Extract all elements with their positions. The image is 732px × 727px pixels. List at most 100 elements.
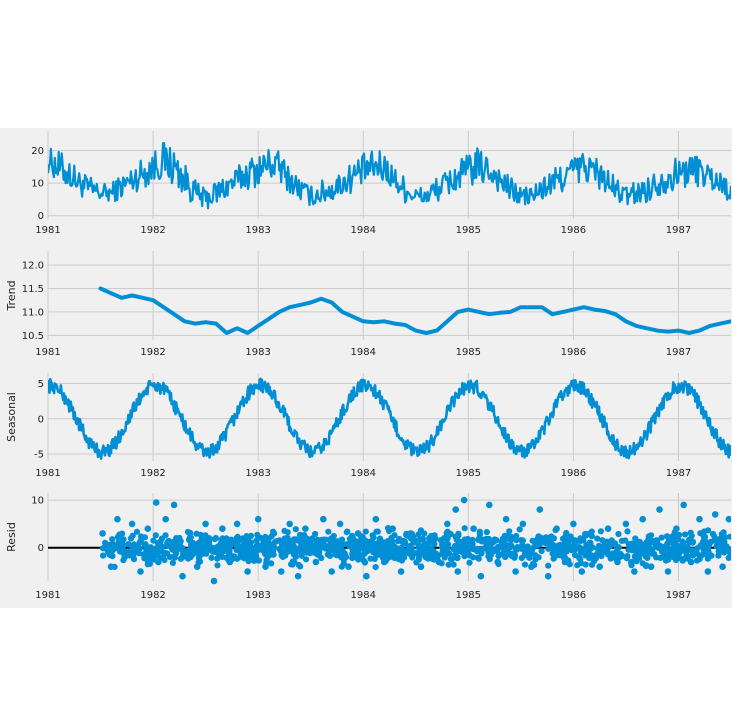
resid-point <box>312 530 319 538</box>
resid-point <box>243 533 250 540</box>
resid-point <box>407 535 414 542</box>
resid-point <box>407 530 414 537</box>
resid-point <box>336 520 344 528</box>
resid-point <box>397 568 405 575</box>
resid-point <box>402 548 409 555</box>
resid-point <box>639 515 646 523</box>
resid-point <box>561 558 569 566</box>
resid-point <box>244 568 251 575</box>
resid-point <box>119 545 126 552</box>
resid-ytick-label: 10 <box>31 496 44 507</box>
resid-point <box>447 556 454 563</box>
resid-point <box>386 544 393 551</box>
resid-point <box>337 544 344 552</box>
resid-point <box>193 563 201 570</box>
resid-point <box>535 534 542 542</box>
observed-xtick-label: 1984 <box>351 225 376 236</box>
resid-point <box>363 572 370 580</box>
seasonal-xtick-label: 1987 <box>666 468 691 479</box>
seasonal-ytick-label: 0 <box>38 414 44 425</box>
resid-point <box>617 550 624 557</box>
resid-point <box>697 530 704 537</box>
observed-subplot: 0 10 20 1981 1982 1983 1984 1985 1986 1987 <box>31 131 731 236</box>
resid-point <box>643 551 650 558</box>
resid-point <box>254 541 261 548</box>
resid-xtick-label: 1987 <box>666 590 691 601</box>
resid-point <box>705 549 712 556</box>
resid-point <box>328 568 336 575</box>
resid-point <box>346 535 353 543</box>
resid-point <box>268 560 275 567</box>
resid-point <box>713 543 720 550</box>
resid-point <box>279 553 286 561</box>
resid-point <box>580 537 587 544</box>
resid-point <box>594 535 601 542</box>
resid-point <box>478 538 485 545</box>
resid-point <box>614 558 621 566</box>
resid-point <box>550 555 557 562</box>
seasonal-xtick-label: 1986 <box>561 468 586 479</box>
resid-point <box>202 520 209 528</box>
resid-point <box>594 550 601 557</box>
resid-xtick-label: 1983 <box>245 590 270 601</box>
resid-point <box>398 557 405 564</box>
resid-point <box>607 555 614 562</box>
resid-point <box>380 558 388 566</box>
seasonal-ytick-label: -5 <box>34 449 44 460</box>
resid-point <box>664 568 672 575</box>
resid-point <box>588 545 595 552</box>
resid-point <box>179 572 186 580</box>
trend-xtick-label: 1983 <box>245 347 270 358</box>
trend-xtick-label: 1984 <box>351 347 376 358</box>
resid-point <box>355 551 362 559</box>
resid-point <box>169 559 176 567</box>
resid-point <box>618 537 626 545</box>
resid-point <box>645 542 652 549</box>
observed-xtick-label: 1985 <box>456 225 481 236</box>
resid-point <box>444 520 451 528</box>
resid-point <box>536 506 544 513</box>
resid-point <box>608 550 616 557</box>
resid-point <box>187 553 194 561</box>
resid-point <box>417 545 424 552</box>
resid-point <box>391 532 398 539</box>
resid-point <box>431 541 438 548</box>
resid-point <box>262 541 269 548</box>
resid-point <box>528 563 535 570</box>
resid-point <box>673 535 680 542</box>
trend-ylabel: Trend <box>5 280 18 311</box>
resid-point <box>587 539 594 547</box>
resid-point <box>284 529 291 536</box>
resid-ytick-label: 0 <box>38 543 44 554</box>
resid-point <box>639 560 646 567</box>
resid-point <box>278 546 285 553</box>
resid-point <box>369 532 376 539</box>
resid-point <box>238 546 246 554</box>
resid-point <box>338 563 345 570</box>
resid-point <box>355 544 362 551</box>
resid-point <box>291 547 298 555</box>
resid-point <box>439 548 446 556</box>
resid-point <box>512 545 519 552</box>
resid-point <box>233 520 241 528</box>
resid-point <box>540 538 547 545</box>
resid-point <box>119 530 126 537</box>
resid-point <box>270 543 277 551</box>
resid-xtick-label: 1986 <box>561 590 586 601</box>
resid-point <box>494 558 502 566</box>
resid-point <box>447 531 454 538</box>
resid-point <box>636 547 643 555</box>
resid-point <box>303 556 310 563</box>
resid-point <box>117 538 124 545</box>
resid-point <box>597 528 605 535</box>
resid-point <box>144 525 152 532</box>
resid-point <box>366 540 374 547</box>
resid-point <box>720 549 728 556</box>
resid-point <box>164 540 171 547</box>
resid-point <box>208 554 215 561</box>
resid-point <box>518 537 525 544</box>
resid-point <box>696 515 703 523</box>
resid-point <box>399 539 406 546</box>
resid-point <box>417 563 425 570</box>
resid-point <box>278 568 285 575</box>
